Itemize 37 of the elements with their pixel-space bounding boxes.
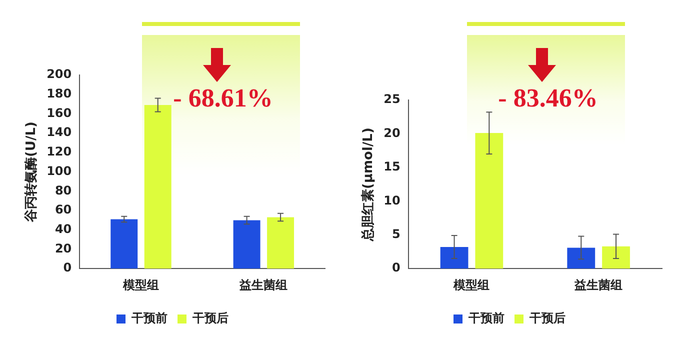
y-tick-label: 15 xyxy=(384,160,400,174)
x-tick-label: 模型组 xyxy=(452,278,490,292)
y-tick-label: 200 xyxy=(46,67,72,82)
y-tick-label: 60 xyxy=(54,202,72,217)
y-axis-title: 总胆红素(μmol/L) xyxy=(360,128,376,242)
y-tick-label: 0 xyxy=(63,260,72,275)
x-tick-label: 益生菌组 xyxy=(574,278,623,292)
bar xyxy=(144,105,172,269)
y-tick-label: 180 xyxy=(46,86,72,100)
legend-label: 干预后 xyxy=(192,311,228,326)
bar xyxy=(233,220,260,269)
y-tick-label: 140 xyxy=(46,125,72,140)
bar xyxy=(567,248,596,269)
legend-label: 干预前 xyxy=(468,311,504,326)
y-tick-label: 80 xyxy=(54,183,72,198)
y-tick-label: 5 xyxy=(392,227,400,242)
annotation: - 83.46% xyxy=(498,84,598,113)
bar xyxy=(110,219,138,269)
bar xyxy=(267,217,294,269)
legend-label: 干预前 xyxy=(130,311,168,326)
y-tick-label: 20 xyxy=(384,126,400,140)
y-tick-label: 20 xyxy=(54,241,72,256)
bar xyxy=(440,247,468,269)
x-tick-label: 模型组 xyxy=(122,278,159,292)
y-axis-title: 谷丙转氨酶(U/L) xyxy=(24,122,40,224)
y-tick-label: 100 xyxy=(46,164,72,178)
y-tick-label: 160 xyxy=(46,106,72,120)
y-tick-label: 25 xyxy=(384,92,400,106)
bar xyxy=(602,246,630,269)
y-tick-label: 10 xyxy=(384,193,400,208)
legend-label: 干预后 xyxy=(528,311,566,326)
y-tick-label: 120 xyxy=(46,144,72,159)
y-tick-label: 0 xyxy=(392,260,400,275)
x-tick-label: 益生菌组 xyxy=(238,278,288,292)
bar xyxy=(475,133,504,269)
y-tick-label: 40 xyxy=(54,222,72,236)
annotation: - 68.61% xyxy=(173,84,273,113)
